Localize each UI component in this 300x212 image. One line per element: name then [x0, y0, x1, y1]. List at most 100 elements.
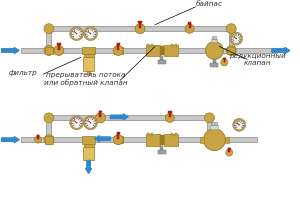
Circle shape [70, 27, 84, 40]
Bar [207, 118, 212, 140]
Circle shape [54, 46, 64, 55]
Bar [210, 63, 218, 67]
Bar [212, 36, 216, 39]
Circle shape [44, 24, 54, 34]
Text: редукционный
клапан: редукционный клапан [229, 53, 285, 66]
Bar [175, 133, 177, 136]
Bar [49, 115, 209, 120]
FancyArrow shape [2, 137, 19, 143]
FancyArrow shape [85, 160, 91, 173]
Circle shape [44, 46, 54, 55]
FancyArrow shape [110, 114, 128, 120]
Circle shape [95, 113, 105, 123]
Bar [146, 45, 160, 56]
Bar [224, 58, 225, 62]
Bar [46, 118, 51, 140]
Bar [158, 150, 166, 153]
Circle shape [185, 24, 194, 33]
Bar [116, 132, 120, 134]
FancyArrow shape [2, 47, 19, 53]
Bar [84, 54, 94, 57]
Circle shape [221, 59, 228, 66]
Bar [45, 46, 53, 54]
Bar [99, 111, 102, 112]
Circle shape [205, 135, 214, 145]
Circle shape [70, 116, 84, 130]
Bar [46, 29, 51, 50]
Circle shape [231, 34, 241, 43]
Circle shape [165, 113, 174, 122]
Bar [171, 43, 173, 46]
Bar [228, 148, 231, 149]
Circle shape [76, 122, 77, 123]
Circle shape [71, 117, 82, 128]
Bar [57, 43, 61, 45]
Bar [84, 144, 94, 146]
Bar [37, 135, 40, 137]
Bar [229, 29, 234, 50]
Circle shape [44, 135, 54, 145]
Circle shape [90, 122, 91, 123]
Bar [58, 44, 60, 50]
Bar [82, 46, 95, 54]
Circle shape [71, 28, 82, 39]
Bar [160, 46, 164, 55]
Circle shape [238, 124, 240, 125]
Bar [158, 60, 166, 64]
Bar [139, 22, 141, 28]
Circle shape [226, 149, 233, 156]
Circle shape [76, 33, 77, 34]
Bar [168, 111, 172, 113]
Bar [223, 58, 226, 59]
Circle shape [44, 113, 54, 123]
Bar [82, 136, 95, 144]
Bar [164, 134, 178, 146]
Bar [151, 43, 153, 46]
Bar [138, 21, 142, 23]
Circle shape [113, 135, 123, 145]
Bar [171, 133, 173, 136]
Bar [160, 146, 164, 150]
Bar [212, 122, 218, 125]
Text: байпас: байпас [196, 1, 223, 7]
Circle shape [203, 129, 225, 151]
Circle shape [84, 116, 98, 130]
Bar [146, 134, 160, 146]
Bar [49, 26, 231, 31]
Text: прерыватель потока
или обратный клапан: прерыватель потока или обратный клапан [44, 72, 128, 86]
Bar [212, 39, 218, 42]
Bar [83, 146, 94, 160]
Bar [114, 47, 123, 54]
Bar [21, 48, 277, 53]
Bar [45, 136, 53, 144]
Bar [227, 46, 235, 54]
Circle shape [236, 38, 237, 39]
Bar [117, 44, 119, 50]
Bar [147, 43, 149, 46]
Circle shape [85, 28, 96, 39]
Bar [160, 135, 164, 145]
Bar [83, 57, 94, 71]
Bar [189, 23, 190, 28]
Circle shape [205, 113, 214, 123]
Bar [210, 125, 218, 129]
Text: фильтр: фильтр [9, 70, 38, 76]
Circle shape [233, 118, 246, 131]
Circle shape [113, 46, 123, 55]
Bar [116, 43, 120, 45]
Bar [147, 133, 149, 136]
Bar [206, 136, 213, 144]
Bar [21, 137, 257, 142]
Bar [169, 112, 171, 117]
Circle shape [85, 117, 96, 128]
Bar [164, 45, 178, 56]
Bar [175, 43, 177, 46]
Bar [151, 133, 153, 136]
Circle shape [84, 27, 98, 40]
Bar [114, 136, 123, 143]
Bar [229, 148, 230, 152]
Circle shape [135, 24, 145, 34]
Bar [87, 71, 90, 75]
Bar [117, 133, 119, 139]
Circle shape [230, 32, 243, 45]
